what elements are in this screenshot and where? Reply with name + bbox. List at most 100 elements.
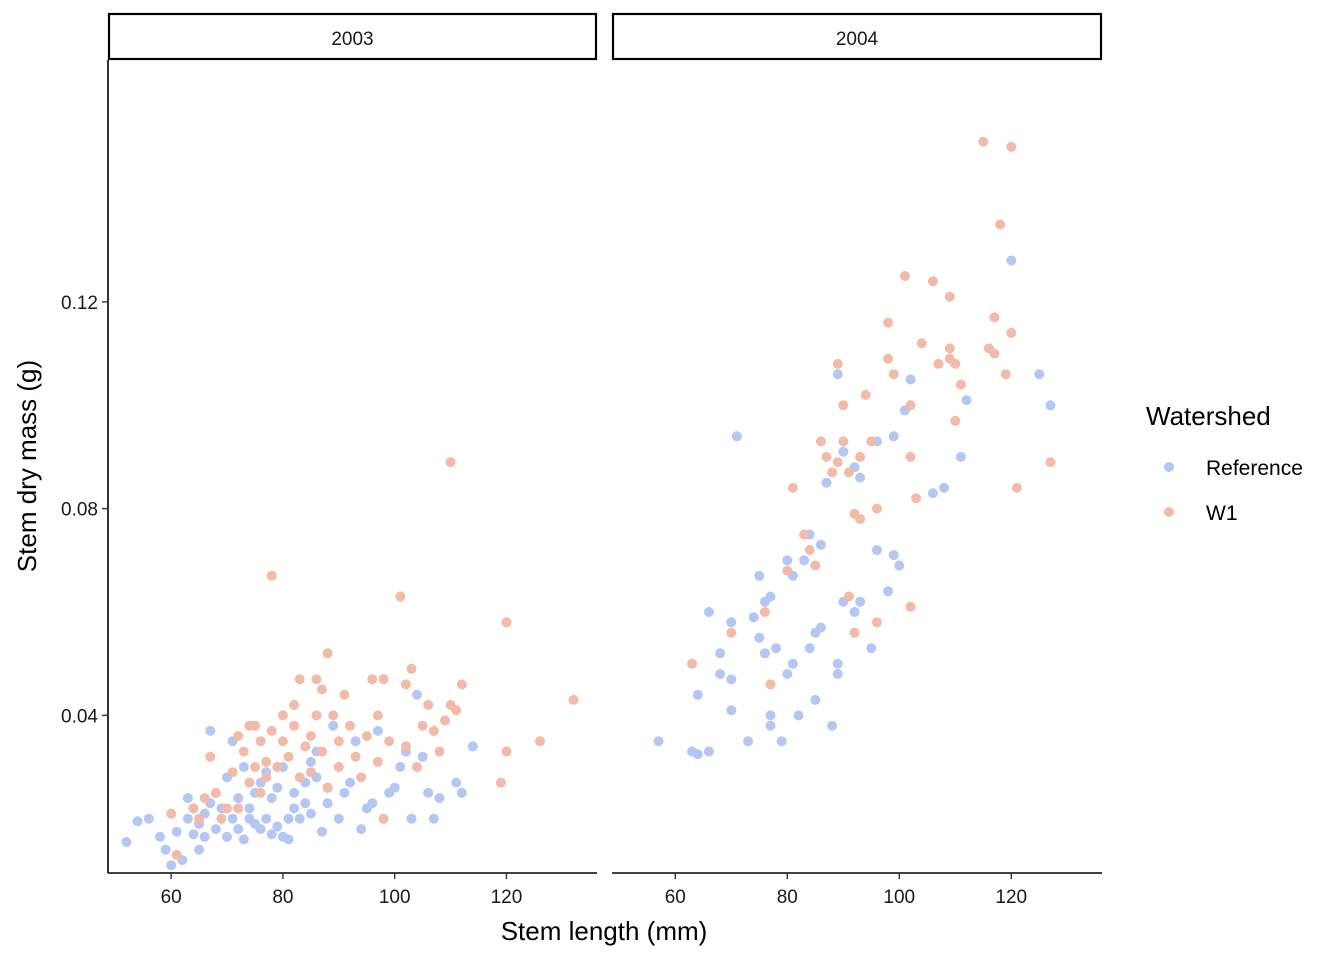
data-point <box>238 746 249 757</box>
data-point <box>266 829 277 840</box>
data-point <box>804 545 815 555</box>
data-point <box>378 813 389 824</box>
data-point <box>793 710 804 721</box>
data-point <box>866 643 877 654</box>
data-point <box>451 705 462 716</box>
data-point <box>888 550 899 561</box>
data-point <box>283 813 294 824</box>
data-point <box>888 369 899 380</box>
data-point <box>289 720 300 731</box>
data-point <box>692 749 703 760</box>
data-point <box>855 514 866 524</box>
data-point <box>849 607 860 617</box>
data-point <box>855 472 866 483</box>
data-point <box>871 545 882 555</box>
data-point <box>944 291 955 302</box>
data-point <box>687 658 698 669</box>
data-point <box>166 808 177 819</box>
y-tick-label: 0.04 <box>61 706 98 727</box>
data-point <box>866 436 877 447</box>
data-point <box>832 358 843 369</box>
data-point <box>748 612 759 623</box>
data-point <box>143 813 154 824</box>
data-point <box>754 570 765 581</box>
data-point <box>423 700 434 710</box>
data-point <box>244 777 255 788</box>
data-point <box>445 457 456 468</box>
data-point <box>166 860 177 871</box>
data-point <box>916 338 927 349</box>
x-tick-label: 100 <box>883 887 915 908</box>
data-point <box>210 787 221 798</box>
data-point <box>395 762 406 772</box>
data-point <box>345 777 355 788</box>
data-point <box>501 746 512 757</box>
data-point <box>440 715 450 726</box>
data-point <box>266 793 277 804</box>
legend-key-w1 <box>1164 507 1174 517</box>
data-point <box>927 276 938 287</box>
data-point <box>289 803 300 814</box>
data-point <box>289 700 300 710</box>
data-point <box>927 488 938 499</box>
legend: Watershed Reference W1 <box>1146 401 1303 525</box>
data-point <box>317 826 327 837</box>
data-point <box>726 705 737 716</box>
data-point <box>199 831 210 842</box>
y-tick-label: 0.12 <box>61 293 98 314</box>
data-point <box>815 622 826 633</box>
data-point <box>955 451 966 462</box>
data-point <box>787 482 798 493</box>
data-point <box>250 720 260 731</box>
data-point <box>955 379 966 390</box>
data-point <box>412 762 422 772</box>
facet-strip <box>107 12 598 61</box>
data-point <box>255 824 266 835</box>
data-point <box>759 607 770 617</box>
data-point <box>827 720 838 731</box>
data-point <box>726 617 737 628</box>
data-point <box>810 694 821 705</box>
legend-title: Watershed <box>1146 401 1271 431</box>
data-point <box>501 617 512 628</box>
data-point <box>1045 457 1056 468</box>
data-point <box>289 787 300 798</box>
data-point <box>1006 141 1017 152</box>
series-reference <box>653 255 1056 760</box>
data-point <box>1011 482 1022 493</box>
data-point <box>194 844 205 855</box>
panel-2003: 2003 60 80 100 120 <box>107 12 598 908</box>
data-point <box>227 813 238 824</box>
data-point <box>838 436 849 447</box>
data-point <box>222 831 232 842</box>
data-point <box>911 493 922 504</box>
data-point <box>765 679 776 690</box>
data-point <box>238 762 249 772</box>
data-point <box>406 813 417 824</box>
data-point <box>255 736 266 747</box>
data-point <box>132 816 143 827</box>
data-point <box>821 451 832 462</box>
legend-label: W1 <box>1206 502 1238 525</box>
data-point <box>456 787 467 798</box>
data-point <box>261 756 272 767</box>
data-point <box>1006 255 1017 266</box>
data-point <box>182 793 193 804</box>
data-point <box>294 813 305 824</box>
data-point <box>367 674 378 685</box>
series-w1 <box>166 457 579 860</box>
data-point <box>188 803 199 814</box>
data-point <box>345 720 355 731</box>
data-point <box>205 725 216 736</box>
data-point <box>199 793 210 804</box>
data-point <box>995 219 1006 230</box>
data-point <box>978 136 989 147</box>
data-point <box>731 431 742 442</box>
data-point <box>417 751 428 762</box>
data-point <box>238 834 249 845</box>
data-point <box>305 808 316 819</box>
data-point <box>838 446 849 457</box>
data-point <box>871 617 882 628</box>
data-point <box>692 689 703 700</box>
data-point <box>317 684 327 695</box>
